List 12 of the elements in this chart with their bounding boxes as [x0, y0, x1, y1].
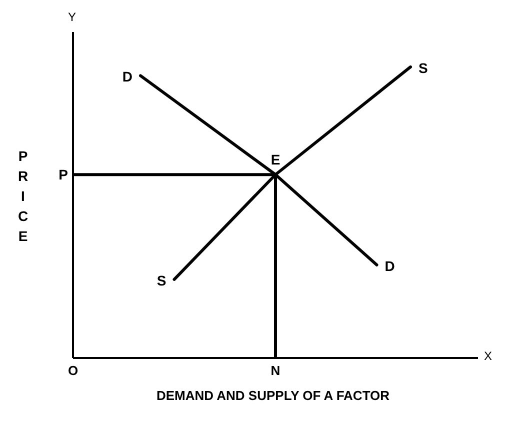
text: S [418, 60, 428, 76]
x-axis-title: DEMAND AND SUPPLY OF A FACTOR [155, 388, 391, 403]
annotation: E [270, 152, 280, 168]
y-axis-title: PRICE [15, 148, 31, 248]
ref-line-label: P [58, 166, 68, 183]
text: Y [68, 10, 76, 24]
text: X [484, 349, 492, 363]
text: D [384, 258, 395, 274]
x-tick-label: N [270, 363, 280, 378]
x-tick-label: O [68, 363, 78, 378]
series-label: D [122, 68, 132, 85]
series-label: S [156, 272, 166, 288]
